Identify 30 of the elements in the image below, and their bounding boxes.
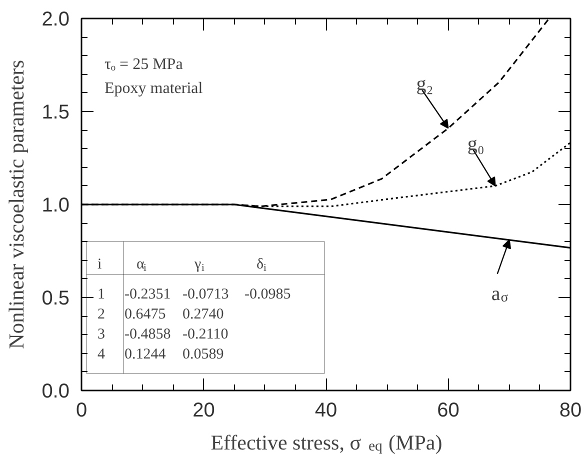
annotation: 2: [98, 306, 105, 322]
x-tick-label: 60: [437, 400, 460, 422]
y-tick-label: 1.5: [42, 102, 70, 124]
annotation: i: [98, 256, 102, 272]
annotation: 4: [98, 346, 106, 362]
annotation: g₀: [467, 132, 484, 155]
x-tick-label: 40: [314, 400, 338, 422]
annotation: τₒ = 25 MPa: [104, 56, 183, 73]
annotation: -0.0985: [244, 286, 291, 302]
x-tick-label: 0: [76, 400, 88, 422]
y-tick-label: 0.5: [42, 288, 70, 310]
x-tick-label: 20: [192, 400, 215, 422]
annotation: aσ: [491, 282, 509, 306]
annotation: 0.2740: [182, 306, 224, 322]
annotation: -0.2110: [182, 326, 228, 342]
annotation: -0.2351: [124, 286, 171, 302]
annotation: -0.4858: [124, 326, 171, 342]
annotation: Epoxy material: [104, 80, 204, 97]
annotation: 1: [98, 286, 105, 302]
annotation: -0.0713: [182, 286, 229, 302]
y-tick-label: 2.0: [42, 8, 70, 30]
annotation: 0.6475: [124, 306, 166, 322]
annotation: 0.1244: [124, 346, 166, 362]
x-tick-label: 80: [559, 400, 582, 422]
annotation: g₂: [416, 73, 434, 96]
annotation: 0.0589: [182, 346, 224, 362]
y-axis-title: Nonlinear viscoelastic parameters: [4, 60, 29, 349]
annotation: 3: [98, 326, 105, 342]
y-tick-label: 0.0: [42, 380, 70, 402]
y-tick-label: 1.0: [42, 194, 70, 216]
